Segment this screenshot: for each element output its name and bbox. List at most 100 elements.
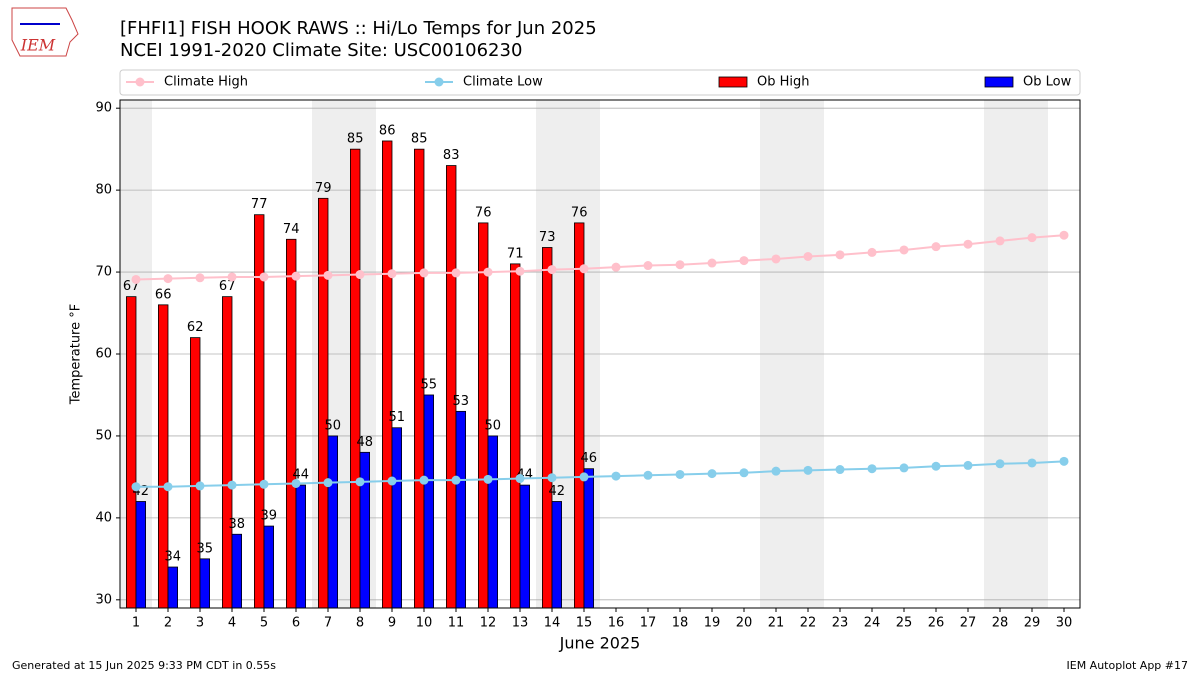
bar: [542, 247, 553, 609]
point: [547, 265, 557, 275]
point: [195, 273, 205, 283]
point: [995, 459, 1005, 469]
bar: [221, 296, 233, 609]
bar: [135, 501, 147, 609]
x-tick-label: 26: [928, 616, 945, 631]
y-axis-label: Temperature °F: [69, 304, 84, 405]
bar: [381, 140, 393, 609]
line: [136, 460, 1065, 488]
logo: IEM: [11, 7, 79, 57]
point: [387, 269, 397, 279]
point: [547, 473, 557, 483]
bar: [263, 525, 275, 609]
point: [291, 271, 301, 281]
x-tick-label: 17: [640, 616, 657, 631]
point: [771, 254, 781, 264]
bar: [455, 410, 467, 609]
point: [579, 472, 589, 482]
bar: [423, 394, 435, 609]
x-tick-label: 5: [260, 616, 268, 631]
point: [131, 482, 141, 492]
point: [835, 465, 845, 475]
x-tick-label: 29: [1024, 616, 1041, 631]
point: [1059, 230, 1069, 240]
legend-box: [119, 69, 1081, 96]
x-tick-label: 28: [992, 616, 1009, 631]
point: [675, 469, 685, 479]
point: [259, 272, 269, 282]
point: [995, 236, 1005, 246]
bar: [551, 501, 563, 609]
value-label: 76: [475, 205, 492, 220]
chart-subtitle: NCEI 1991-2020 Climate Site: USC00106230: [120, 40, 522, 61]
x-tick-label: 15: [576, 616, 593, 631]
value-label: 53: [453, 394, 470, 409]
value-label: 74: [283, 222, 300, 237]
x-tick-label: 27: [960, 616, 977, 631]
x-axis-label: June 2025: [559, 634, 641, 653]
bar: [359, 451, 371, 609]
point: [227, 480, 237, 490]
point: [803, 465, 813, 475]
value-label: 46: [581, 451, 598, 466]
bar: [349, 148, 361, 609]
value-label: 34: [165, 550, 182, 565]
point: [419, 268, 429, 278]
value-label: 62: [187, 320, 204, 335]
point: [419, 475, 429, 485]
chart-title: [FHFI1] FISH HOOK RAWS :: Hi/Lo Temps fo…: [120, 18, 597, 39]
bar: [231, 533, 243, 609]
point: [707, 258, 717, 268]
x-tick-label: 14: [544, 616, 561, 631]
point: [515, 266, 525, 276]
legend-label: Ob Low: [1023, 75, 1072, 90]
value-label: 67: [219, 279, 236, 294]
point: [963, 239, 973, 249]
bar: [519, 484, 531, 609]
point: [387, 476, 397, 486]
point: [227, 272, 237, 282]
value-label: 85: [347, 132, 364, 147]
x-tick-label: 22: [800, 616, 817, 631]
point: [451, 268, 461, 278]
x-tick-label: 13: [512, 616, 529, 631]
value-label: 77: [251, 197, 268, 212]
point: [131, 274, 141, 284]
point: [963, 460, 973, 470]
logo-text: IEM: [20, 36, 56, 55]
point: [867, 247, 877, 257]
x-tick-label: 11: [448, 616, 465, 631]
bar: [167, 566, 179, 609]
value-label: 85: [411, 132, 428, 147]
point: [707, 469, 717, 479]
point: [579, 264, 589, 274]
y-tick-label: 60: [95, 347, 112, 362]
bar: [509, 263, 521, 609]
bar: [317, 197, 329, 609]
point: [355, 270, 365, 280]
y-tick-label: 70: [95, 265, 112, 280]
value-label: 51: [389, 410, 406, 425]
x-tick-label: 10: [416, 616, 433, 631]
value-label: 48: [357, 435, 374, 450]
point: [931, 461, 941, 471]
x-tick-label: 8: [356, 616, 364, 631]
point: [867, 464, 877, 474]
footer-left: Generated at 15 Jun 2025 9:33 PM CDT in …: [12, 659, 276, 672]
point: [323, 270, 333, 280]
value-label: 83: [443, 148, 460, 163]
bar: [477, 222, 489, 609]
y-tick-label: 40: [95, 510, 112, 525]
value-label: 35: [197, 541, 214, 556]
bar: [199, 558, 211, 609]
value-label: 73: [539, 230, 556, 245]
bar: [189, 337, 201, 609]
point: [323, 478, 333, 488]
point: [259, 479, 269, 489]
x-tick-label: 16: [608, 616, 625, 631]
bar: [583, 468, 595, 609]
point: [515, 474, 525, 484]
point: [163, 274, 173, 284]
point: [611, 471, 621, 481]
y-tick-label: 50: [95, 428, 112, 443]
